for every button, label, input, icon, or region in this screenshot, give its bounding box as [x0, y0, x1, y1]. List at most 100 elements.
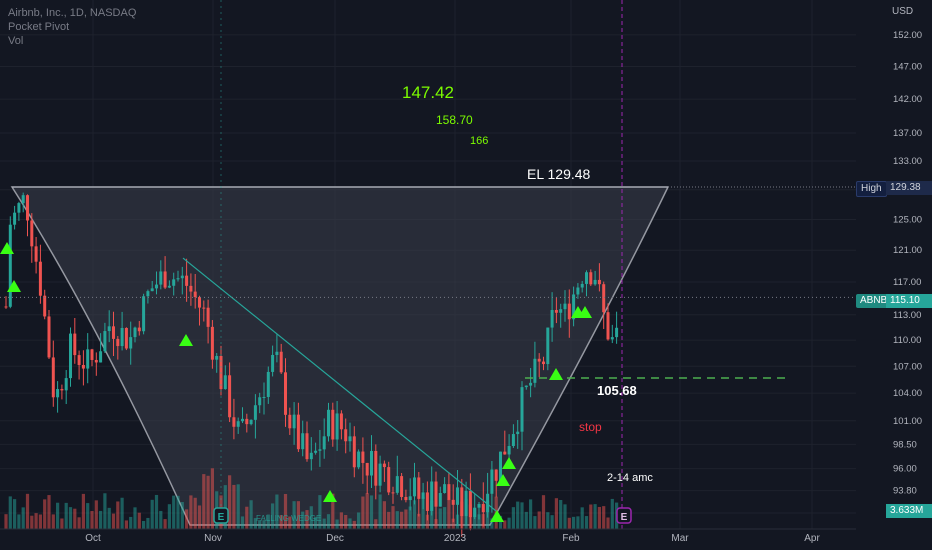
candle: [309, 452, 313, 460]
time-tick-label: Mar: [671, 533, 689, 544]
candle: [395, 476, 399, 493]
pocket-pivot-triangle: [496, 474, 510, 486]
candle: [331, 409, 335, 440]
volume-bar: [258, 520, 262, 529]
volume-bar: [146, 517, 150, 529]
volume-bar: [339, 512, 343, 529]
volume-bar: [451, 518, 455, 529]
candle: [116, 338, 120, 347]
candle: [253, 405, 257, 420]
volume-bar: [103, 493, 107, 529]
candle: [271, 354, 275, 372]
price-tick-label: 104.00: [893, 388, 922, 399]
candle: [524, 385, 528, 388]
candle: [47, 316, 51, 358]
currency-label: USD: [892, 6, 914, 17]
candle: [296, 414, 300, 450]
candle: [107, 326, 111, 332]
candle: [215, 355, 219, 360]
volume-bar: [443, 507, 447, 529]
candle: [490, 469, 494, 494]
volume-bar: [404, 509, 408, 529]
volume-bar: [434, 519, 438, 529]
target-price-3: 166: [470, 135, 489, 147]
candle: [8, 224, 12, 307]
price-axis-bg: [856, 0, 932, 550]
candle: [387, 467, 391, 493]
candle: [150, 288, 154, 292]
candle: [348, 436, 352, 442]
volume-bar: [503, 520, 507, 529]
volume-bar: [90, 510, 94, 529]
candle: [318, 449, 322, 451]
entry-level-label: EL 129.48: [527, 166, 591, 182]
volume-bar: [223, 485, 227, 529]
volume-bar: [94, 500, 98, 529]
volume-bar: [365, 493, 369, 529]
candle: [292, 414, 296, 429]
time-tick-label: Nov: [204, 533, 222, 544]
candle: [232, 417, 236, 427]
volume-bar: [288, 516, 292, 529]
volume-bar: [490, 518, 494, 529]
volume-bar: [38, 514, 42, 529]
candle: [56, 389, 60, 398]
candle: [26, 195, 29, 221]
candle: [576, 287, 580, 295]
candle: [585, 272, 588, 284]
volume-bar: [236, 484, 240, 529]
earnings-note: 2-14 amc: [607, 472, 653, 484]
candle: [507, 446, 511, 455]
price-tick-label: 152.00: [893, 30, 922, 41]
candle: [193, 291, 197, 298]
volume-bar: [137, 512, 141, 529]
volume-bar: [559, 499, 563, 529]
volume-bar: [520, 502, 524, 529]
candle: [305, 433, 309, 460]
pocket-pivot-triangle: [323, 490, 337, 502]
candle: [563, 303, 567, 310]
volume-bar: [17, 514, 21, 529]
candle: [400, 476, 404, 497]
candle: [425, 492, 429, 511]
candle: [374, 450, 378, 486]
high-value: 129.38: [886, 181, 932, 195]
volume-bar: [318, 495, 322, 529]
earnings-marker: [616, 507, 632, 524]
pocket-pivot-triangle: [179, 334, 193, 346]
volume-bar: [395, 511, 399, 529]
symbol-title: Airbnb, Inc., 1D, NASDAQ: [8, 7, 137, 19]
candle: [352, 436, 356, 468]
volume-bar: [541, 495, 546, 529]
price-tick-label: 93.80: [893, 486, 917, 497]
volume-bar: [25, 493, 30, 529]
time-tick-label: 2023: [444, 533, 467, 544]
volume-bar: [30, 515, 34, 529]
volume-bar: [133, 507, 137, 529]
volume-bar: [382, 501, 386, 529]
candle: [542, 361, 545, 365]
volume-bar: [154, 494, 159, 529]
volume-bar: [262, 520, 266, 529]
volume-bar: [86, 503, 90, 529]
volume-bar: [99, 510, 103, 529]
volume-bar: [124, 520, 128, 529]
candle: [81, 364, 85, 369]
candle: [210, 326, 214, 360]
volume-bar: [142, 520, 146, 529]
volume-bar: [425, 514, 429, 529]
volume-bar: [111, 513, 116, 529]
candle: [189, 285, 193, 292]
volume-bar: [361, 496, 365, 529]
candle: [456, 487, 459, 505]
candle: [202, 307, 206, 309]
candle: [327, 409, 330, 437]
price-tick-label: 142.00: [893, 94, 922, 105]
volume-bar: [331, 493, 335, 529]
candle: [606, 312, 610, 340]
falling-wedge-trendline: [182, 257, 497, 512]
volume-bar: [279, 515, 283, 529]
volume-bars: [4, 468, 619, 529]
candle: [370, 450, 373, 476]
